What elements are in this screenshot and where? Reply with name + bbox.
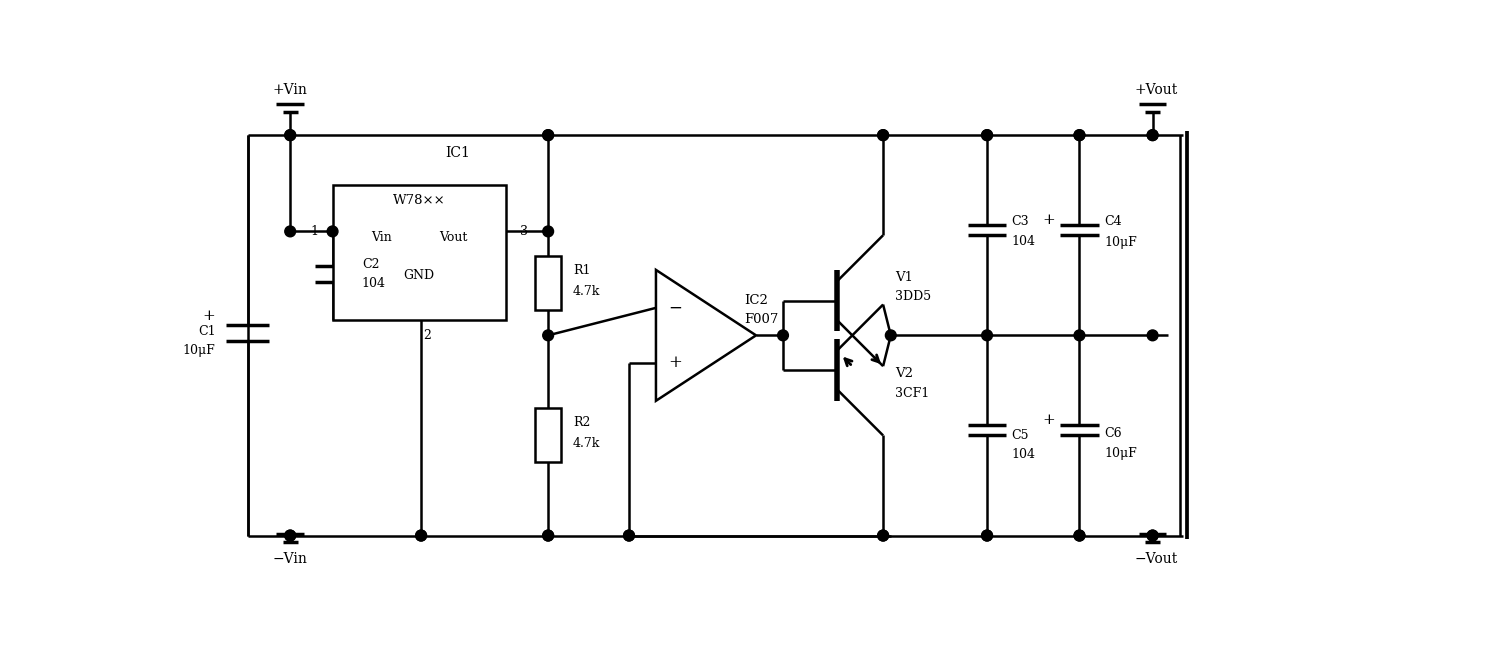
Circle shape [285,130,295,141]
Circle shape [1074,530,1085,541]
Circle shape [1147,130,1159,141]
Bar [332,185,505,320]
Circle shape [1147,530,1159,541]
Circle shape [981,530,993,541]
Circle shape [886,330,896,341]
Text: 1: 1 [310,225,319,238]
Text: IC2: IC2 [744,294,768,307]
Text: 4.7k: 4.7k [573,284,601,297]
Circle shape [285,530,295,541]
Circle shape [878,130,889,141]
Text: C2: C2 [362,259,379,272]
Text: 10μF: 10μF [1105,237,1136,250]
Circle shape [543,226,553,237]
Circle shape [1147,530,1159,541]
Circle shape [416,530,426,541]
Text: +: + [668,354,683,372]
Text: F007: F007 [744,313,778,326]
Circle shape [285,530,295,541]
Circle shape [981,130,993,141]
Text: IC1: IC1 [446,146,470,160]
Circle shape [623,530,634,541]
Text: C3: C3 [1012,215,1029,228]
Text: R2: R2 [573,416,590,429]
Circle shape [416,530,426,541]
Circle shape [543,530,553,541]
Circle shape [1074,530,1085,541]
Circle shape [878,130,889,141]
Text: +: + [1042,413,1054,427]
Text: GND: GND [404,269,435,282]
Circle shape [285,226,295,237]
Text: C6: C6 [1105,428,1121,441]
Circle shape [623,530,634,541]
Circle shape [878,530,889,541]
Text: +: + [203,309,216,323]
Text: 104: 104 [362,277,386,290]
Circle shape [543,330,553,341]
Circle shape [981,530,993,541]
Circle shape [543,130,553,141]
Text: +Vout: +Vout [1135,83,1178,97]
Circle shape [981,130,993,141]
Circle shape [327,226,338,237]
Circle shape [878,530,889,541]
Text: −Vin: −Vin [273,551,307,566]
Text: −Vout: −Vout [1135,551,1178,566]
Circle shape [1074,130,1085,141]
Text: 4.7k: 4.7k [573,437,601,450]
Text: W78××: W78×× [392,194,446,207]
Text: +Vin: +Vin [273,83,307,97]
Bar [535,408,561,462]
Circle shape [1074,130,1085,141]
Circle shape [543,130,553,141]
Text: −: − [668,299,683,316]
Text: 3DD5: 3DD5 [895,290,930,303]
Text: Vin: Vin [371,231,392,244]
Circle shape [1147,330,1159,341]
Circle shape [981,330,993,341]
Text: C1: C1 [198,325,216,338]
Text: C5: C5 [1012,429,1029,442]
Text: 104: 104 [1012,235,1036,248]
Text: V2: V2 [895,368,912,381]
Circle shape [1074,330,1085,341]
Text: 3CF1: 3CF1 [895,386,929,400]
Text: R1: R1 [573,264,590,277]
Text: V1: V1 [895,271,912,284]
Circle shape [285,130,295,141]
Text: 104: 104 [1012,448,1036,461]
Text: 10μF: 10μF [1105,446,1136,460]
Bar [535,257,561,310]
Text: +: + [1042,213,1054,227]
Circle shape [778,330,789,341]
Circle shape [543,530,553,541]
Text: 3: 3 [520,225,528,238]
Text: 10μF: 10μF [183,344,216,357]
Circle shape [1147,130,1159,141]
Text: 2: 2 [423,329,431,342]
Text: C4: C4 [1105,215,1121,228]
Text: Vout: Vout [438,231,467,244]
